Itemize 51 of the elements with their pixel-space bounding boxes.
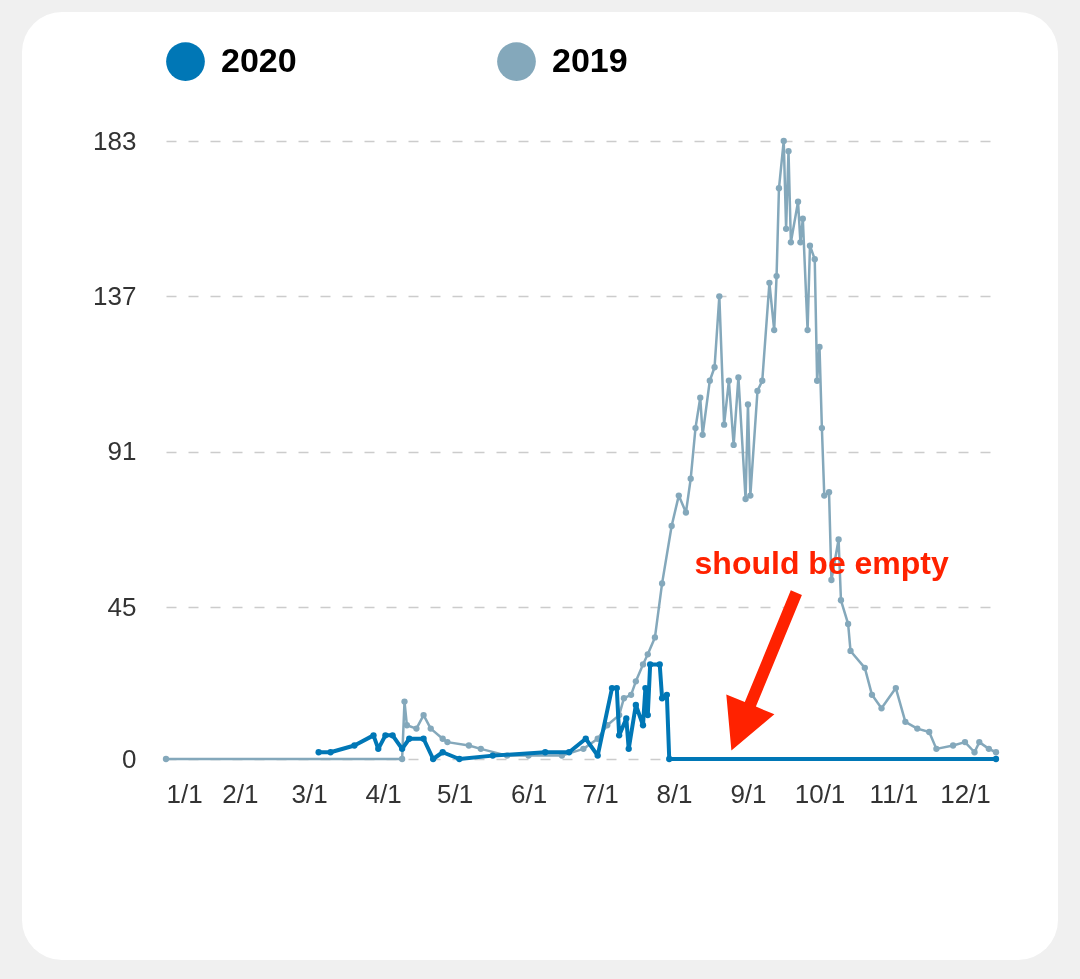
point <box>644 711 651 719</box>
point <box>663 691 671 698</box>
x-tick-label: 11/1 <box>869 778 919 809</box>
point <box>439 749 446 756</box>
point <box>656 661 663 668</box>
point <box>639 722 647 729</box>
legend-label: 2019 <box>552 40 628 79</box>
annotation: should be empty <box>694 544 950 581</box>
x-tick-label: 9/1 <box>730 778 767 809</box>
x-tick-label: 2/1 <box>222 778 259 809</box>
point <box>406 735 413 742</box>
y-tick-label: 183 <box>93 125 137 156</box>
point <box>625 745 632 753</box>
point <box>315 749 322 756</box>
point <box>613 684 620 692</box>
y-tick-label: 91 <box>107 436 137 467</box>
point <box>658 695 666 702</box>
point <box>456 755 463 763</box>
x-tick-label: 10/1 <box>794 778 846 809</box>
x-tick-label: 5/1 <box>437 778 474 809</box>
point <box>666 755 673 763</box>
y-tick-label: 0 <box>122 743 137 774</box>
point <box>594 752 601 759</box>
x-tick-label: 3/1 <box>291 778 328 809</box>
x-tick-label: 6/1 <box>510 778 548 809</box>
y-tick-label: 137 <box>93 280 137 311</box>
point <box>632 701 640 709</box>
point <box>429 755 437 763</box>
point <box>375 745 382 753</box>
point <box>608 684 616 692</box>
point <box>623 715 630 722</box>
x-tick-label: 4/1 <box>365 778 402 809</box>
point <box>542 749 549 756</box>
point <box>420 735 427 742</box>
point <box>389 732 396 739</box>
point <box>992 755 1000 763</box>
x-tick-label: 7/1 <box>582 778 619 809</box>
x-tick-label: 12/1 <box>940 778 991 809</box>
legend-label: 2020 <box>221 40 297 79</box>
point <box>382 732 389 739</box>
point <box>647 661 654 668</box>
point <box>489 752 496 759</box>
x-tick-label: 1/1 <box>166 778 203 809</box>
point <box>351 742 358 749</box>
point <box>642 684 649 692</box>
point <box>327 749 334 756</box>
y-tick-label: 45 <box>107 591 137 622</box>
x-tick-label: 8/1 <box>656 778 693 809</box>
point <box>370 732 377 739</box>
point <box>616 732 623 739</box>
point <box>565 749 573 756</box>
